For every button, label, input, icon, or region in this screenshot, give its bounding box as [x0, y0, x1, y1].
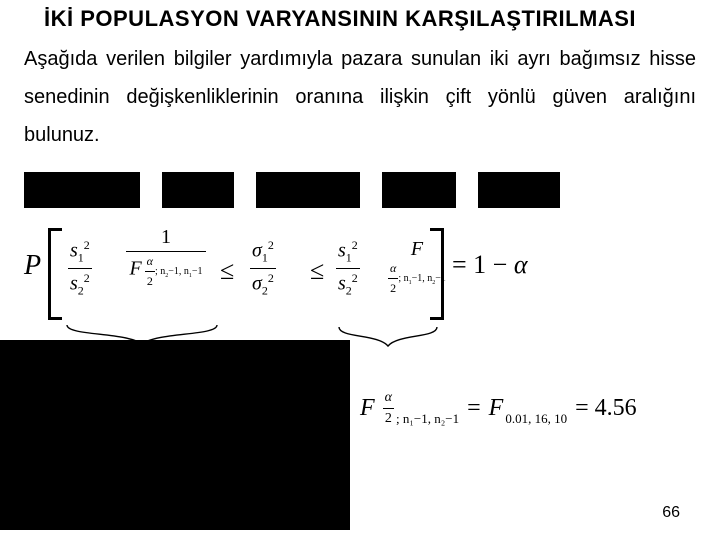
equals-1-minus-alpha: = 1 − α	[452, 250, 527, 280]
ratio-s1s2-a: s12 s22	[68, 238, 92, 298]
alpha: α	[145, 254, 155, 269]
redact-box	[256, 172, 360, 208]
sup2: 2	[352, 238, 358, 252]
df-text: ; n₁−1, n₂−1	[396, 411, 459, 427]
sigma: σ	[252, 240, 262, 262]
sub2: 2	[262, 283, 268, 297]
F: F	[129, 257, 141, 279]
redact-box	[162, 172, 234, 208]
alpha-tail: α	[514, 250, 528, 279]
sigma: σ	[252, 272, 262, 294]
f-sub: 0.01, 16, 10	[505, 411, 567, 427]
sub2: 2	[78, 283, 84, 297]
sub1: 1	[78, 251, 84, 265]
redact-box	[478, 172, 560, 208]
confidence-interval-formula: P s12 s22 1 F α 2 ; n2−1, n1−1 ≤	[24, 220, 704, 340]
df-n2n1: ; n2−1, n1−1	[155, 266, 203, 277]
sub1: 1	[262, 251, 268, 265]
page-number: 66	[662, 504, 680, 522]
sup2: 2	[84, 271, 90, 285]
eq-pre: = 1 −	[452, 250, 507, 279]
numerator-one: 1	[126, 226, 206, 249]
sup2: 2	[268, 238, 274, 252]
sup2: 2	[352, 271, 358, 285]
sub2: 2	[346, 283, 352, 297]
redact-box	[24, 172, 140, 208]
sup2: 2	[268, 271, 274, 285]
F: F	[360, 395, 375, 422]
sub1: 1	[346, 251, 352, 265]
leq-1: ≤	[220, 256, 234, 286]
redacted-data-row	[24, 172, 560, 208]
two: 2	[383, 411, 394, 427]
two: 2	[388, 281, 398, 296]
probability-P: P	[24, 250, 41, 282]
right-bracket	[430, 228, 444, 320]
F2: F	[489, 395, 504, 422]
f-value-equation: F α 2 ; n₁−1, n₂−1 = F 0.01, 16, 10 = 4.…	[360, 390, 637, 427]
F: F	[411, 238, 423, 260]
redacted-lower-left	[0, 340, 350, 530]
page-title: İKİ POPULASYON VARYANSININ KARŞILAŞTIRIL…	[44, 6, 710, 32]
ratio-s1s2-b: s12 s22	[336, 238, 360, 298]
s: s	[70, 240, 78, 262]
left-bracket	[48, 228, 62, 320]
redact-box	[382, 172, 456, 208]
underbrace-right	[338, 326, 438, 348]
alpha: α	[388, 261, 398, 276]
sup2: 2	[84, 238, 90, 252]
s: s	[338, 240, 346, 262]
two: 2	[145, 274, 155, 289]
equals: =	[467, 395, 481, 422]
leq-2: ≤	[310, 256, 324, 286]
s: s	[70, 272, 78, 294]
rhs-value: = 4.56	[575, 395, 637, 422]
intro-paragraph: Aşağıda verilen bilgiler yardımıyla paza…	[24, 40, 696, 154]
ratio-sigma: σ12 σ22	[250, 238, 276, 298]
alpha: α	[383, 390, 394, 406]
s: s	[338, 272, 346, 294]
one-over-F: 1 F α 2 ; n2−1, n1−1	[126, 226, 206, 289]
